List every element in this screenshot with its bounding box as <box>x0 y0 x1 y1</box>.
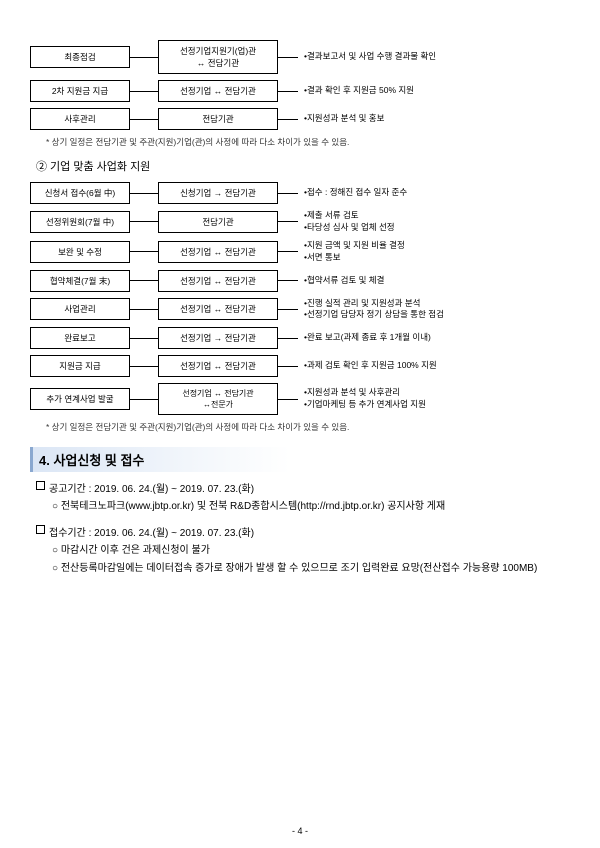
bullet-text: 기업마케팅 등 추가 연계사업 지원 <box>307 399 426 409</box>
receive-sub2: ○ 전산등록마감일에는 데이터접속 증가로 장애가 발생 할 수 있으므로 조기… <box>52 561 570 576</box>
flow-box-mid: 선정기업지원기(업)관 ↔ 전담기관 <box>158 40 278 74</box>
bullet-text: 완료 보고(과제 종료 후 1개월 이내) <box>307 332 431 342</box>
flow2-row: 사업관리 선정기업 ↔ 전담기관 •진행 실적 관리 및 지원성과 분석•선정기… <box>30 298 570 322</box>
flow-box-mid: 선정기업 ↔ 전담기관 <box>158 355 278 377</box>
connector <box>130 193 158 194</box>
connector <box>278 57 298 58</box>
flow-box-mid: 신청기업 → 전담기관 <box>158 182 278 204</box>
flow-box-left: 사후관리 <box>30 108 130 130</box>
connector <box>130 399 158 400</box>
connector <box>278 91 298 92</box>
flow-bullets: •과제 검토 확인 후 지원금 100% 지원 <box>304 360 437 372</box>
bullet-text: 접수 : 정해진 접수 일자 준수 <box>307 187 407 197</box>
flow-bullets: •결과 확인 후 지원금 50% 지원 <box>304 85 414 97</box>
flow2-row: 지원금 지급 선정기업 ↔ 전담기관 •과제 검토 확인 후 지원금 100% … <box>30 355 570 377</box>
flow-bullets: •지원성과 분석 및 사후관리•기업마케팅 등 추가 연계사업 지원 <box>304 387 426 411</box>
flow-box-left: 지원금 지급 <box>30 355 130 377</box>
flow-box-mid: 전담기관 <box>158 108 278 130</box>
bullet-text: 제출 서류 검토 <box>307 210 359 220</box>
bullet-text: 지원성과 분석 및 사후관리 <box>307 387 400 397</box>
flow-box-mid: 선정기업 ↔ 전담기관 <box>158 270 278 292</box>
connector <box>278 221 298 222</box>
connector <box>278 193 298 194</box>
connector <box>278 251 298 252</box>
announce-sub: ○ 전북테크노파크(www.jbtp.or.kr) 및 전북 R&D종합시스템(… <box>52 499 570 514</box>
flow-bullets: •진행 실적 관리 및 지원성과 분석•선정기업 담당자 정기 상담을 통한 점… <box>304 298 444 322</box>
flow-bullets: •협약서류 검토 및 체결 <box>304 275 384 287</box>
subheading-2: ② 기업 맞춤 사업화 지원 <box>36 158 570 174</box>
flow2-footnote: * 상기 일정은 전담기관 및 주관(지원)기업(관)의 사정에 따라 다소 차… <box>46 421 570 433</box>
connector <box>278 338 298 339</box>
connector <box>130 280 158 281</box>
bullet-text: 타당성 심사 및 업체 선정 <box>307 222 395 232</box>
connector <box>130 221 158 222</box>
bullet-text: 협약서류 검토 및 체결 <box>307 275 384 285</box>
connector <box>278 280 298 281</box>
flow2-row: 보완 및 수정 선정기업 ↔ 전담기관 •지원 금액 및 지원 비율 결정•서면… <box>30 240 570 264</box>
connector <box>130 338 158 339</box>
flow-box-mid: 선정기업 ↔ 전담기관 ↔전문가 <box>158 383 278 415</box>
flow-box-left: 선정위원회(7월 中) <box>30 211 130 233</box>
connector <box>278 366 298 367</box>
flow1-row: 2차 지원금 지급 선정기업 ↔ 전담기관 •결과 확인 후 지원금 50% 지… <box>30 80 570 102</box>
checkbox-icon <box>36 525 45 534</box>
connector <box>130 119 158 120</box>
announce-period-text: 공고기간 : 2019. 06. 24.(월) ~ 2019. 07. 23.(… <box>49 480 254 495</box>
flow1-row: 최종점검 선정기업지원기(업)관 ↔ 전담기관 •결과보고서 및 사업 수행 결… <box>30 40 570 74</box>
flow-box-left: 협약체결(7월 末) <box>30 270 130 292</box>
bullet-text: 결과 확인 후 지원금 50% 지원 <box>307 85 414 95</box>
bullet-text: 과제 검토 확인 후 지원금 100% 지원 <box>307 360 437 370</box>
bullet-text: 선정기업 담당자 정기 상담을 통한 점검 <box>307 309 444 319</box>
flow2-row: 추가 연계사업 발굴 선정기업 ↔ 전담기관 ↔전문가 •지원성과 분석 및 사… <box>30 383 570 415</box>
connector <box>130 57 158 58</box>
bullet-text: 결과보고서 및 사업 수행 결과물 확인 <box>307 51 436 61</box>
bullet-text: 지원성과 분석 및 홍보 <box>307 113 384 123</box>
flow-bullets: •지원 금액 및 지원 비율 결정•서면 통보 <box>304 240 405 264</box>
receive-period: 접수기간 : 2019. 06. 24.(월) ~ 2019. 07. 23.(… <box>36 524 570 539</box>
receive-period-text: 접수기간 : 2019. 06. 24.(월) ~ 2019. 07. 23.(… <box>49 524 254 539</box>
flow2-row: 완료보고 선정기업 → 전담기관 •완료 보고(과제 종료 후 1개월 이내) <box>30 327 570 349</box>
announce-period: 공고기간 : 2019. 06. 24.(월) ~ 2019. 07. 23.(… <box>36 480 570 495</box>
flow-box-mid: 선정기업 ↔ 전담기관 <box>158 241 278 263</box>
flow-bullets: •제출 서류 검토•타당성 심사 및 업체 선정 <box>304 210 395 234</box>
flow-bullets: •접수 : 정해진 접수 일자 준수 <box>304 187 407 199</box>
receive-sub1: ○ 마감시간 이후 건은 과제신청이 불가 <box>52 543 570 558</box>
connector <box>130 309 158 310</box>
flow1: 최종점검 선정기업지원기(업)관 ↔ 전담기관 •결과보고서 및 사업 수행 결… <box>30 40 570 130</box>
flow1-footnote: * 상기 일정은 전담기관 및 주관(지원)기업(관)의 사정에 따라 다소 차… <box>46 136 570 148</box>
flow-box-mid: 전담기관 <box>158 211 278 233</box>
flow-box-left: 보완 및 수정 <box>30 241 130 263</box>
connector <box>130 366 158 367</box>
flow2-row: 선정위원회(7월 中) 전담기관 •제출 서류 검토•타당성 심사 및 업체 선… <box>30 210 570 234</box>
connector <box>130 91 158 92</box>
flow2-row: 협약체결(7월 末) 선정기업 ↔ 전담기관 •협약서류 검토 및 체결 <box>30 270 570 292</box>
flow-bullets: •지원성과 분석 및 홍보 <box>304 113 384 125</box>
flow-box-mid: 선정기업 ↔ 전담기관 <box>158 298 278 320</box>
flow-box-left: 최종점검 <box>30 46 130 68</box>
flow-box-mid: 선정기업 ↔ 전담기관 <box>158 80 278 102</box>
connector <box>278 399 298 400</box>
checkbox-icon <box>36 481 45 490</box>
flow2: 신청서 접수(6월 中) 신청기업 → 전담기관 •접수 : 정해진 접수 일자… <box>30 182 570 415</box>
flow-bullets: •결과보고서 및 사업 수행 결과물 확인 <box>304 51 436 63</box>
flow-box-left: 2차 지원금 지급 <box>30 80 130 102</box>
connector <box>130 251 158 252</box>
connector <box>278 119 298 120</box>
bullet-text: 서면 통보 <box>307 252 341 262</box>
flow-box-left: 완료보고 <box>30 327 130 349</box>
flow-box-left: 신청서 접수(6월 中) <box>30 182 130 204</box>
flow-box-left: 추가 연계사업 발굴 <box>30 388 130 410</box>
flow1-row: 사후관리 전담기관 •지원성과 분석 및 홍보 <box>30 108 570 130</box>
bullet-text: 지원 금액 및 지원 비율 결정 <box>307 240 405 250</box>
bullet-text: 진행 실적 관리 및 지원성과 분석 <box>307 298 420 308</box>
flow-bullets: •완료 보고(과제 종료 후 1개월 이내) <box>304 332 431 344</box>
page-number: - 4 - <box>0 826 600 836</box>
flow2-row: 신청서 접수(6월 中) 신청기업 → 전담기관 •접수 : 정해진 접수 일자… <box>30 182 570 204</box>
section-4-title: 4. 사업신청 및 접수 <box>30 447 290 472</box>
flow-box-left: 사업관리 <box>30 298 130 320</box>
connector <box>278 309 298 310</box>
flow-box-mid: 선정기업 → 전담기관 <box>158 327 278 349</box>
